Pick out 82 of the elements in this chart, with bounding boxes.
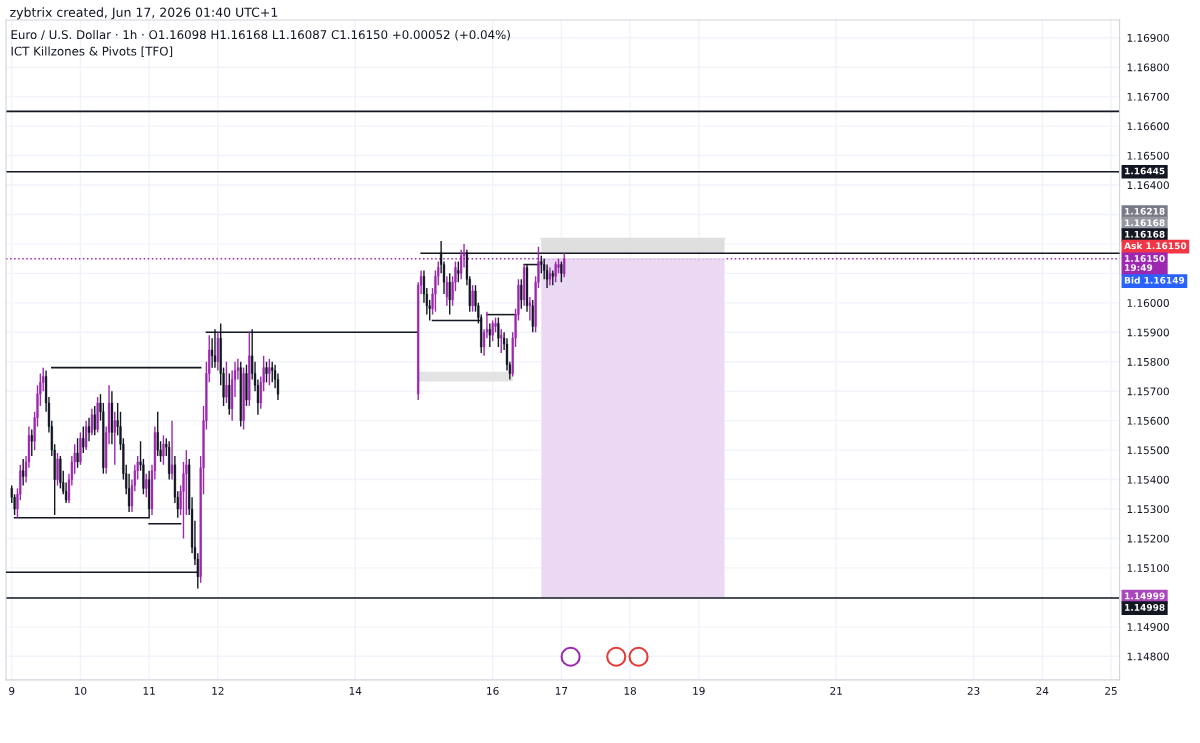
candlestick [445, 275, 448, 307]
x-tick-label: 9 [9, 686, 15, 695]
y-tick-label: 1.16500 [1127, 151, 1169, 160]
candlestick [494, 316, 497, 333]
candlestick [79, 431, 82, 466]
x-tick-label: 21 [830, 686, 842, 695]
text: Bid 1.16149 [1124, 276, 1185, 284]
y-tick-label: 1.15200 [1127, 534, 1169, 543]
y-tick-label: 1.15800 [1127, 357, 1169, 366]
candlestick [225, 361, 228, 404]
candlestick [145, 472, 148, 498]
y-tick-label: 1.16000 [1127, 299, 1169, 307]
candlestick [76, 437, 79, 469]
x-tick-label: 12 [212, 686, 224, 695]
candlestick [228, 372, 231, 416]
ref-line-label: 1.16445 [1125, 167, 1165, 175]
candlestick [563, 252, 566, 278]
candlestick [93, 405, 96, 437]
candlestick [268, 358, 271, 386]
y-tick-label: 1.15700 [1127, 387, 1169, 396]
text: 1.16218 [1125, 207, 1165, 215]
candlestick [531, 299, 534, 333]
x-tick-label: 25 [1105, 686, 1117, 695]
candlestick [59, 455, 62, 490]
x-tick-label: 18 [624, 686, 636, 695]
text: Ask 1.16150 [1124, 242, 1187, 250]
y-tick-label: 1.16900 [1127, 33, 1169, 42]
x-tick-label: 19 [693, 686, 705, 695]
x-tick-label: 14 [349, 687, 362, 695]
y-tick-label: 1.16600 [1127, 122, 1169, 131]
candlestick [96, 396, 99, 434]
text: 1.16168 [1125, 230, 1165, 238]
candlestick [491, 319, 494, 342]
text: Euro / U.S. Dollar · 1h · O1.16098 H1.16168 L1.16087 C1.16150 +0.00052 (+0.04%) [11, 29, 510, 41]
x-tick-label: 11 [143, 687, 155, 695]
candlestick [540, 255, 543, 275]
y-tick-label: 1.16700 [1127, 92, 1169, 101]
candlestick [557, 257, 560, 275]
candlestick [497, 316, 500, 348]
x-tick-label: 24 [1036, 686, 1049, 695]
candlestick [87, 417, 91, 442]
candlestick [265, 361, 268, 384]
candlestick [113, 411, 116, 466]
candlestick [528, 296, 531, 322]
y-tick-label: 1.14900 [1127, 623, 1169, 631]
candlestick [560, 260, 563, 283]
y-tick-label: 1.15600 [1127, 416, 1169, 425]
text: zybtrix created, Jun 17, 2026 01:40 UTC+1 [10, 7, 278, 20]
y-tick-label: 1.16400 [1127, 181, 1169, 190]
x-tick-label: 16 [487, 686, 499, 695]
text: ICT Killzones & Pivots [TFO] [11, 46, 173, 57]
y-tick-label: 1.14800 [1127, 652, 1169, 661]
y-tick-label: 1.15900 [1127, 328, 1169, 337]
text: 1.16168 [1125, 219, 1165, 227]
candlestick [216, 331, 219, 372]
candlestick [245, 363, 248, 407]
x-tick-label: 17 [555, 687, 568, 695]
candlestick [448, 272, 451, 316]
candlestick [22, 458, 25, 487]
y-tick-label: 1.15100 [1127, 564, 1169, 573]
x-tick-label: 23 [967, 686, 980, 695]
candlestick [90, 408, 93, 437]
candlestick [271, 361, 274, 384]
text: 1.14999 [1125, 592, 1165, 600]
candlestick [457, 260, 460, 283]
x-tick-label: 10 [74, 686, 87, 695]
candlestick [85, 419, 88, 451]
ref-line-label: 1.16150 19:49 [1125, 255, 1165, 271]
y-tick-label: 1.15300 [1127, 505, 1169, 514]
y-tick-label: 1.15400 [1127, 475, 1169, 484]
candlestick [554, 260, 557, 283]
candlestick [56, 452, 59, 487]
candlestick [82, 425, 85, 454]
candlestick [30, 428, 33, 457]
candlestick [242, 366, 245, 431]
candlestick [471, 284, 474, 313]
ref-line-label: 1.14998 [1125, 604, 1165, 611]
candlestick [488, 322, 491, 348]
y-tick-label: 1.16800 [1127, 63, 1169, 72]
y-tick-label: 1.15500 [1127, 446, 1169, 455]
candlestick [248, 331, 251, 407]
candlestick [520, 278, 523, 310]
